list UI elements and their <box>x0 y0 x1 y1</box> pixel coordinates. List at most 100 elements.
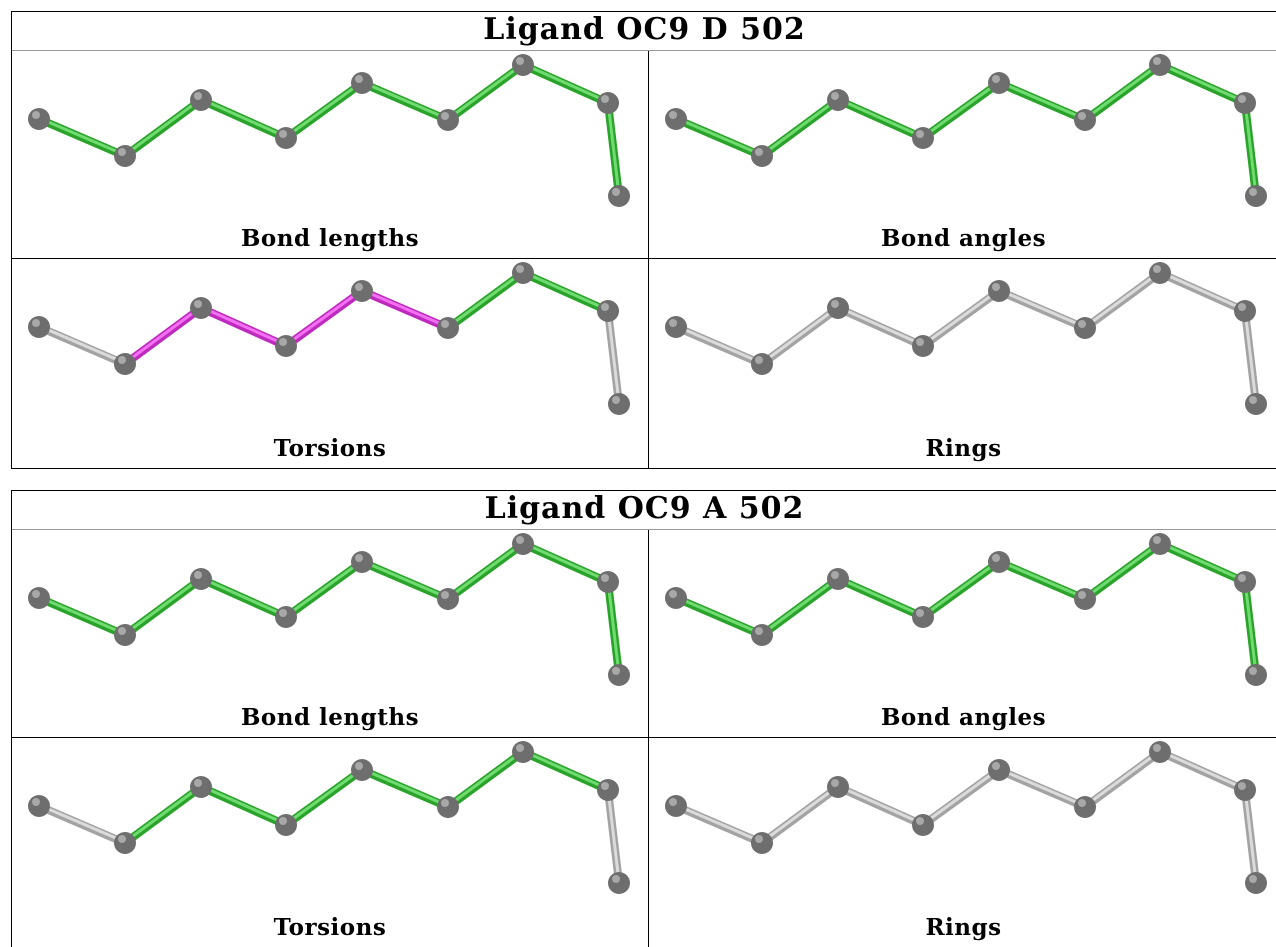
bond-highlight <box>606 580 621 675</box>
bond-highlight <box>922 767 1000 826</box>
atom-highlight <box>831 92 839 100</box>
bond-highlight <box>285 559 363 618</box>
bond-highlight <box>1084 749 1161 808</box>
atom-highlight <box>279 338 287 346</box>
atom <box>665 316 687 338</box>
atom-highlight <box>118 356 126 364</box>
atom <box>28 795 50 817</box>
bond-highlight <box>447 62 524 121</box>
bond-highlight <box>1084 270 1161 329</box>
bond-highlight <box>447 749 524 808</box>
atom <box>597 300 619 322</box>
bond-highlight <box>1084 541 1161 600</box>
atom-highlight <box>1078 799 1086 807</box>
atom-highlight <box>669 590 677 598</box>
atom <box>512 533 534 555</box>
bond-highlight <box>1159 270 1246 312</box>
atom-highlight <box>441 320 449 328</box>
atom-highlight <box>669 798 677 806</box>
atom-highlight <box>992 762 1000 770</box>
bond-highlight <box>761 305 839 365</box>
atom-highlight <box>755 356 763 364</box>
molecule-diagram <box>28 262 630 415</box>
atom <box>275 335 297 357</box>
atom-highlight <box>831 779 839 787</box>
atom-highlight <box>118 835 126 843</box>
bond-highlight <box>1243 788 1258 883</box>
atom <box>114 832 136 854</box>
atom <box>351 280 373 302</box>
bond-highlight <box>124 97 202 157</box>
atom <box>608 185 630 207</box>
panel-bond-angles: Bond angles <box>649 51 1276 259</box>
ligand-title: Ligand OC9 A 502 <box>12 491 1276 530</box>
atom <box>608 872 630 894</box>
atom-highlight <box>516 265 524 273</box>
atom-highlight <box>355 75 363 83</box>
atom <box>351 759 373 781</box>
bond-highlight <box>361 288 449 329</box>
atom <box>512 54 534 76</box>
atom <box>437 109 459 131</box>
molecule-diagram <box>665 262 1267 415</box>
bond-highlight <box>837 576 924 618</box>
atom <box>912 814 934 836</box>
atom <box>275 814 297 836</box>
atom <box>1074 317 1096 339</box>
atom-highlight <box>194 571 202 579</box>
bond-highlight <box>1243 101 1258 196</box>
bond-highlight <box>124 576 202 636</box>
bond-highlight <box>761 576 839 636</box>
atom-highlight <box>1249 188 1257 196</box>
atom-highlight <box>32 798 40 806</box>
atom-highlight <box>1249 875 1257 883</box>
atom <box>597 571 619 593</box>
bond-highlight <box>447 541 524 600</box>
bond-highlight <box>922 288 1000 347</box>
atom-highlight <box>755 835 763 843</box>
bond-highlight <box>447 270 524 329</box>
atom-highlight <box>992 554 1000 562</box>
atom-highlight <box>516 536 524 544</box>
bond-highlight <box>837 97 924 139</box>
atom <box>190 297 212 319</box>
atom <box>1245 872 1267 894</box>
atom-highlight <box>612 667 620 675</box>
atom <box>751 832 773 854</box>
molecule-diagram <box>28 54 630 207</box>
atom <box>1245 393 1267 415</box>
bond-highlight <box>200 305 287 347</box>
atom <box>351 551 373 573</box>
bond-highlight <box>1243 309 1258 404</box>
panel-rings: Rings <box>649 738 1276 947</box>
atom-highlight <box>32 111 40 119</box>
atom-highlight <box>355 554 363 562</box>
bond-highlight <box>285 80 363 139</box>
atom <box>597 779 619 801</box>
bond-highlight <box>200 784 287 826</box>
atom-highlight <box>916 609 924 617</box>
atom <box>912 606 934 628</box>
bond-highlight <box>837 784 924 826</box>
atom <box>28 587 50 609</box>
atom-highlight <box>916 817 924 825</box>
bond-highlight <box>922 559 1000 618</box>
atom <box>827 297 849 319</box>
atom-highlight <box>755 627 763 635</box>
bond-highlight <box>38 324 126 365</box>
atom <box>988 551 1010 573</box>
atom-highlight <box>992 283 1000 291</box>
atom-highlight <box>1249 396 1257 404</box>
atom-highlight <box>916 338 924 346</box>
bond-highlight <box>1243 580 1258 675</box>
atom <box>28 316 50 338</box>
atom <box>1149 741 1171 763</box>
atom <box>1234 92 1256 114</box>
atom-highlight <box>992 75 1000 83</box>
atom <box>827 568 849 590</box>
atom-highlight <box>1078 320 1086 328</box>
bond-highlight <box>522 270 609 312</box>
atom-highlight <box>1078 112 1086 120</box>
bond-highlight <box>998 767 1086 808</box>
atom <box>1234 779 1256 801</box>
